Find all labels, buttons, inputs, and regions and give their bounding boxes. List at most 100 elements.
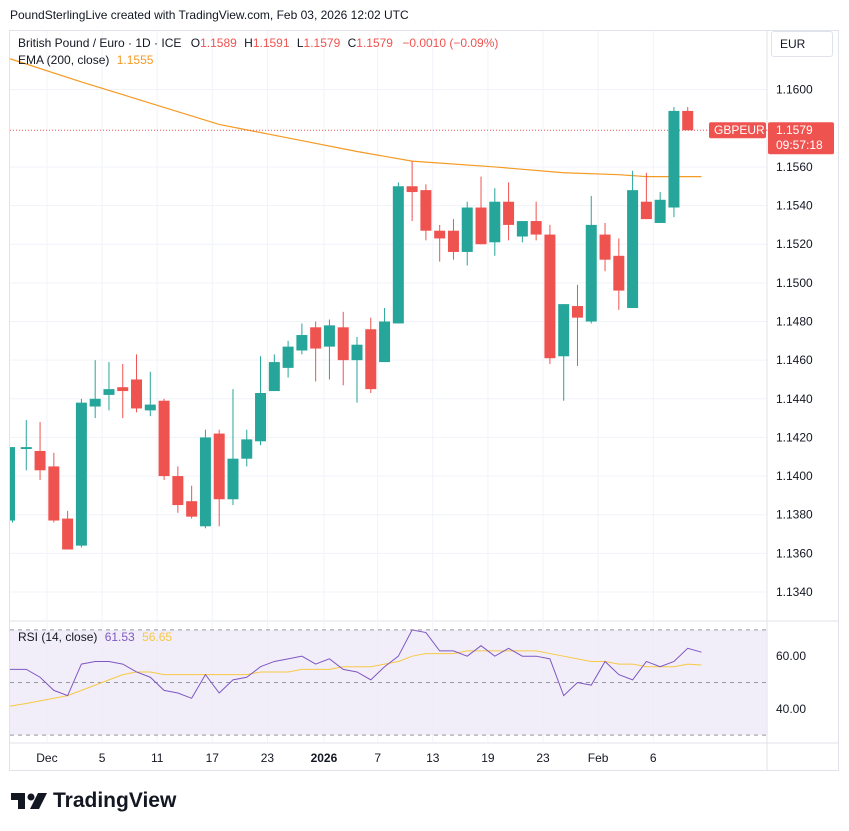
time-tick-label: 6	[650, 751, 657, 765]
ema-line	[9, 58, 702, 178]
price-tick-label: 1.1340	[776, 585, 813, 599]
time-tick-label: 23	[261, 751, 275, 765]
price-tick-label: 1.1500	[776, 276, 813, 290]
candle-body	[48, 466, 60, 521]
time-tick-label: 5	[99, 751, 106, 765]
candle-body	[10, 447, 15, 521]
candle-body	[337, 327, 349, 361]
brand-name: TradingView	[53, 789, 177, 812]
legend-line-ema[interactable]: EMA (200, close) 1.1555	[18, 53, 153, 67]
ema-value: 1.1555	[116, 53, 154, 67]
candle-body	[503, 201, 515, 225]
time-tick-label: 13	[426, 751, 440, 765]
ohlc-o-label: O	[190, 36, 201, 50]
ohlc-o-value: 1.1589	[200, 36, 237, 50]
price-tick-label: 1.1600	[776, 83, 813, 97]
time-tick-label: 17	[206, 751, 220, 765]
time-tick-label: 2026	[311, 751, 338, 765]
price-tick-label: 1.1420	[776, 430, 813, 444]
price-tick-label: 1.1440	[776, 392, 813, 406]
candle-body	[406, 186, 418, 193]
candle-body	[654, 199, 666, 223]
attribution: PoundSterlingLive created with TradingVi…	[10, 8, 409, 22]
ohlc-l-value: 1.1579	[303, 36, 341, 50]
candle-body	[62, 518, 74, 550]
candle-body	[310, 327, 322, 349]
candle-body	[75, 402, 87, 546]
ohlc-h-label: H	[244, 36, 253, 50]
ema-layer	[9, 58, 767, 178]
candle-body	[89, 398, 101, 407]
candle-body	[227, 458, 239, 500]
candle-body	[268, 362, 280, 392]
candle-body	[392, 186, 404, 324]
candle-body	[144, 404, 156, 411]
countdown-tag: 09:57:18	[776, 138, 823, 152]
ohlc-c-label: C	[347, 36, 357, 50]
candle-body	[558, 304, 570, 357]
candle-body	[186, 501, 198, 517]
symbol-tag: GBPEUR	[714, 123, 765, 137]
candle-body	[530, 221, 542, 235]
candle-body	[199, 437, 211, 527]
candle-body	[213, 433, 225, 500]
grid	[9, 31, 839, 771]
legend-line-rsi[interactable]: RSI (14, close) 61.53 56.65	[18, 630, 172, 644]
price-tick-label: 1.1460	[776, 353, 813, 367]
currency-button[interactable]: EUR	[771, 31, 833, 57]
candle-body	[544, 234, 556, 359]
price-tick-label: 1.1520	[776, 237, 813, 251]
candles	[10, 107, 694, 550]
ohlc-h-value: 1.1591	[252, 36, 290, 50]
time-axis: Dec 5 11 17 23 2026 7 13 19 23 Feb 6	[36, 751, 657, 765]
candle-body	[434, 230, 446, 239]
time-tick-label: 19	[481, 751, 495, 765]
rsi-ma-value: 56.65	[142, 630, 173, 644]
rsi-pane: 60.00 40.00	[9, 629, 806, 736]
candle-body	[282, 346, 294, 368]
price-tick-label: 1.1480	[776, 315, 813, 329]
rsi-tick-label: 60.00	[776, 649, 806, 663]
rsi-label: RSI (14, close)	[18, 630, 98, 644]
candle-body	[489, 201, 501, 243]
candle-body	[571, 306, 583, 318]
candle-body	[117, 387, 129, 392]
price-tick-label: 1.1560	[776, 160, 813, 174]
candle-body	[296, 335, 308, 351]
candle-body	[158, 400, 170, 477]
price-tick-label: 1.1400	[776, 469, 813, 483]
tradingview-logo[interactable]: TradingView	[11, 789, 176, 813]
symbol-title: British Pound / Euro · 1D · ICE	[18, 36, 182, 50]
candle-body	[682, 110, 694, 131]
candle-body	[351, 344, 363, 361]
last-price-tag-bg	[768, 122, 834, 155]
candle-body	[241, 439, 253, 459]
candle-body	[627, 190, 639, 308]
time-tick-label: 11	[151, 751, 164, 765]
ema-label: EMA (200, close)	[18, 53, 110, 67]
change-value: −0.0010 (−0.09%)	[402, 36, 499, 50]
time-tick-label: Feb	[588, 751, 609, 765]
candle-body	[461, 207, 473, 252]
candle-body	[613, 255, 625, 291]
ohlc-c-value: 1.1579	[356, 36, 393, 50]
price-tick-label: 1.1380	[776, 508, 813, 522]
tradingview-logo-icon	[11, 793, 47, 809]
candle-body	[103, 389, 115, 395]
candle-body	[34, 450, 46, 471]
last-price-tag: 1.1579	[776, 123, 813, 137]
ohlc-l-label: L	[296, 36, 304, 50]
price-axis: 1.1340 1.1360 1.1380 1.1400 1.1420 1.1440 1.14…	[776, 83, 813, 599]
candle-body	[475, 207, 487, 245]
candle-body	[172, 476, 184, 506]
rsi-ma-line	[9, 650, 702, 707]
candle-body	[20, 447, 32, 450]
time-tick-label: 7	[374, 751, 381, 765]
candle-body	[379, 321, 391, 363]
time-tick-label: Dec	[36, 751, 57, 765]
symbol-tag-bg	[709, 122, 766, 139]
candle-body	[255, 392, 267, 442]
candle-body	[131, 379, 143, 409]
